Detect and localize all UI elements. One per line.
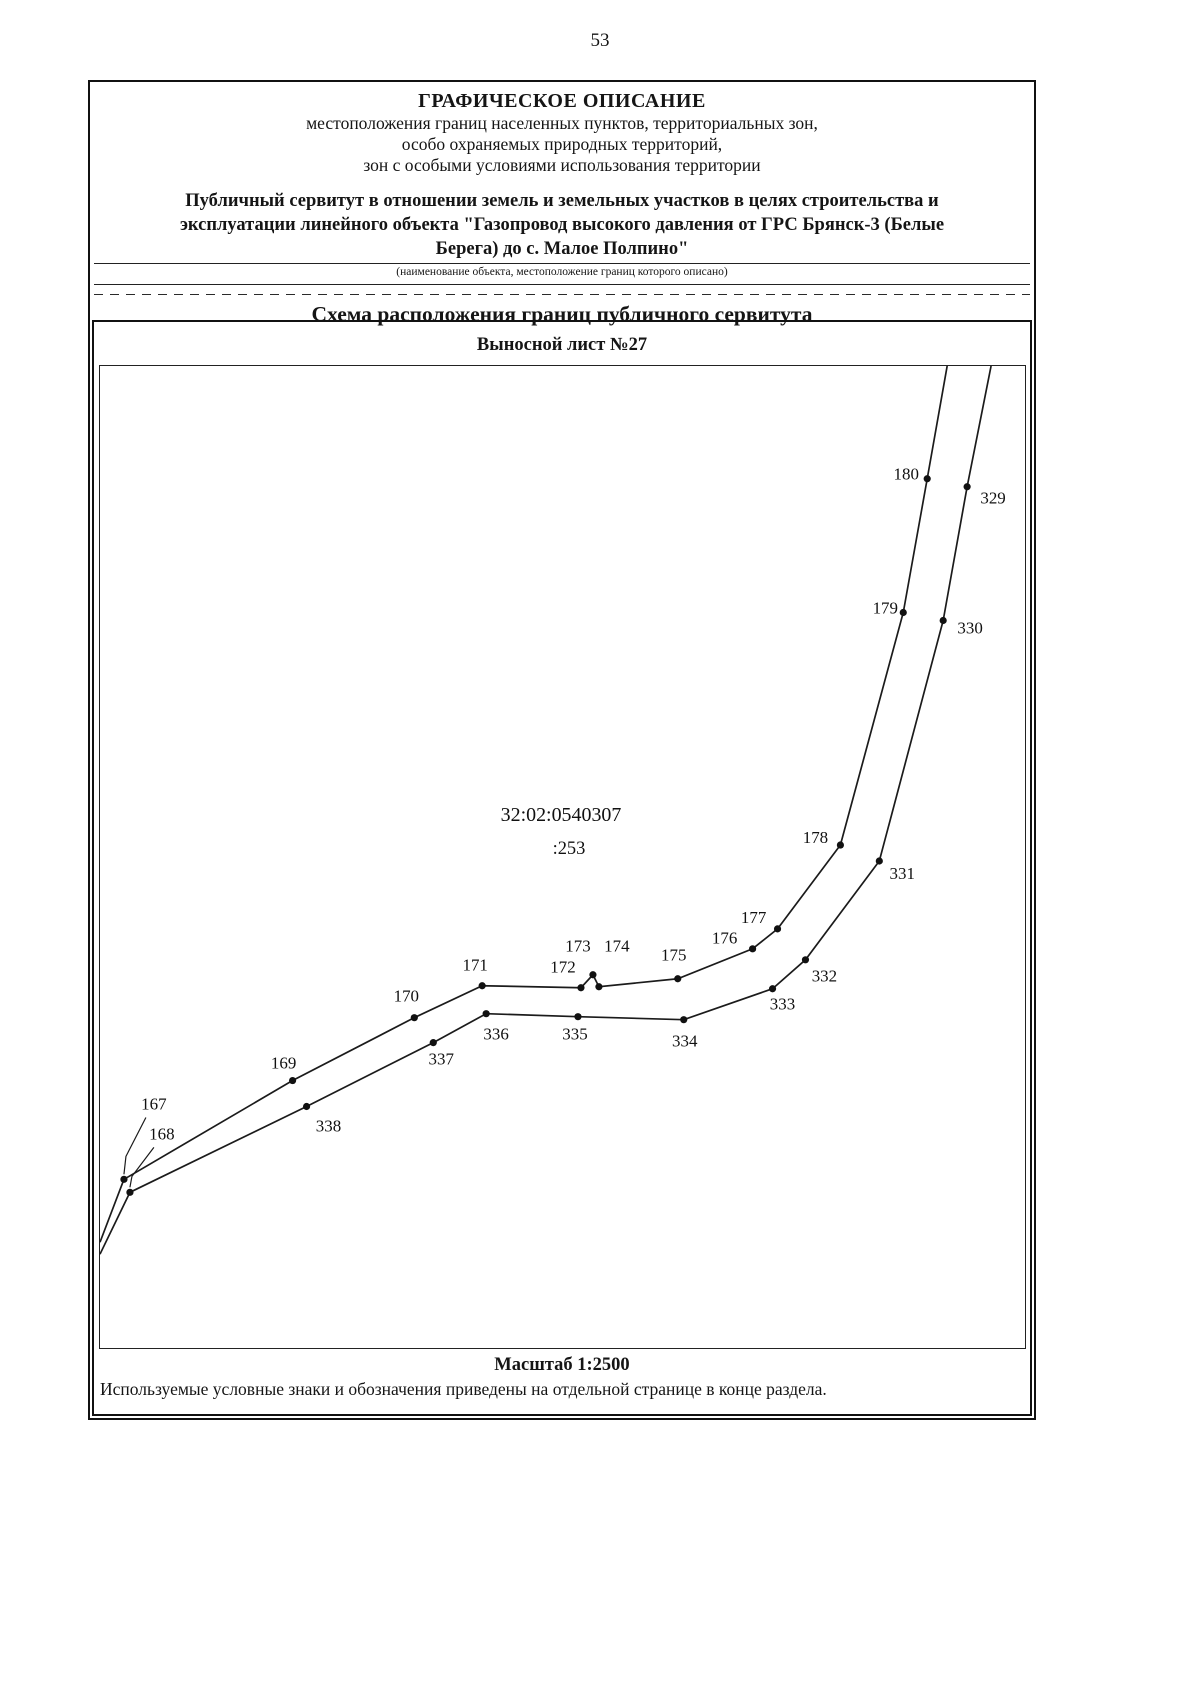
legend-note: Используемые условные знаки и обозначени… xyxy=(100,1379,827,1399)
label-leader-line xyxy=(128,1147,154,1188)
point-label-168: 168 xyxy=(149,1124,174,1143)
boundary-point-170 xyxy=(410,1014,418,1022)
boundary-point-171 xyxy=(478,982,486,990)
boundary-point-331 xyxy=(875,857,883,865)
point-label-175: 175 xyxy=(661,946,686,965)
boundary-point-167 xyxy=(119,1175,128,1183)
point-label-333: 333 xyxy=(769,995,794,1014)
boundary-point-333 xyxy=(768,985,776,993)
boundary-point-177 xyxy=(773,925,781,933)
point-label-167: 167 xyxy=(141,1094,166,1113)
object-title-line-3: Берега) до с. Малое Полпино" xyxy=(435,239,689,259)
point-label-332: 332 xyxy=(811,967,836,986)
point-label-334: 334 xyxy=(672,1032,698,1051)
point-label-338: 338 xyxy=(315,1116,340,1135)
scheme-frame: Выносной лист №27 167 168 169 170 171 172 173 1… xyxy=(92,320,1032,1416)
cadastral-quarter-label: 32:02:0540307 xyxy=(500,804,621,826)
object-title-line-1: Публичный сервитут в отношении земель и … xyxy=(185,191,939,211)
point-label-169: 169 xyxy=(270,1053,295,1072)
point-label-330: 330 xyxy=(957,618,982,637)
parcel-label: :253 xyxy=(552,838,585,858)
scheme-title: Схема расположения границ публичного сер… xyxy=(311,302,813,326)
point-label-180: 180 xyxy=(893,465,918,484)
boundary-point-335 xyxy=(573,1013,582,1021)
boundary-point-334 xyxy=(679,1016,687,1024)
boundary-point-179 xyxy=(899,608,907,617)
point-label-331: 331 xyxy=(889,864,914,883)
object-name-caption: (наименование объекта, местоположение гр… xyxy=(396,266,728,278)
boundary-point-330 xyxy=(939,616,947,625)
point-label-329: 329 xyxy=(980,489,1005,508)
label-leader-line xyxy=(122,1117,146,1175)
boundary-point-168 xyxy=(125,1188,134,1196)
boundary-point-174 xyxy=(594,983,603,991)
dashed-separator xyxy=(94,294,1030,296)
point-label-335: 335 xyxy=(562,1025,587,1044)
point-label-176: 176 xyxy=(711,929,736,948)
boundary-point-180 xyxy=(923,475,931,483)
document-frame: ГРАФИЧЕСКОЕ ОПИСАНИЕ местоположения гран… xyxy=(88,80,1036,1420)
document-title: ГРАФИЧЕСКОЕ ОПИСАНИЕ xyxy=(418,90,706,112)
boundary-point-176 xyxy=(748,945,756,953)
point-label-173: 173 xyxy=(565,937,590,956)
boundary-point-338 xyxy=(302,1102,310,1111)
boundary-point-336 xyxy=(482,1010,490,1018)
sheet-title: Выносной лист №27 xyxy=(476,335,648,355)
boundary-point-178 xyxy=(836,841,844,849)
object-title-line-2: эксплуатации линейного объекта "Газопров… xyxy=(179,215,945,235)
map-area: 167 168 169 170 171 172 173 174 175 176 177 178 179 1… xyxy=(98,365,1026,1349)
point-label-177: 177 xyxy=(740,908,765,927)
boundary-point-175 xyxy=(673,975,681,983)
boundary-point-173 xyxy=(588,971,597,979)
point-label-336: 336 xyxy=(483,1025,508,1044)
boundary-point-169 xyxy=(288,1076,296,1085)
boundary-point-337 xyxy=(429,1039,437,1047)
boundary-point-172 xyxy=(576,984,585,992)
page-number: 53 xyxy=(590,30,610,51)
point-label-179: 179 xyxy=(872,598,897,617)
section-rule xyxy=(94,284,1030,285)
boundary-point-329 xyxy=(963,483,971,491)
boundary-point-332 xyxy=(801,956,809,964)
point-label-172: 172 xyxy=(550,958,575,977)
point-label-337: 337 xyxy=(428,1049,453,1068)
document-subtitle-line-1: местоположения границ населенных пунктов… xyxy=(306,113,818,133)
point-label-170: 170 xyxy=(393,987,418,1006)
document-subtitle-line-2: особо охраняемых природных территорий, xyxy=(401,134,723,154)
scale-label: Масштаб 1:2500 xyxy=(494,1355,630,1375)
document-subtitle-line-3: зон с особыми условиями использования те… xyxy=(363,155,761,175)
point-label-171: 171 xyxy=(462,956,487,975)
object-name-rule xyxy=(94,263,1030,264)
point-label-174: 174 xyxy=(604,937,630,956)
point-label-178: 178 xyxy=(802,828,827,847)
